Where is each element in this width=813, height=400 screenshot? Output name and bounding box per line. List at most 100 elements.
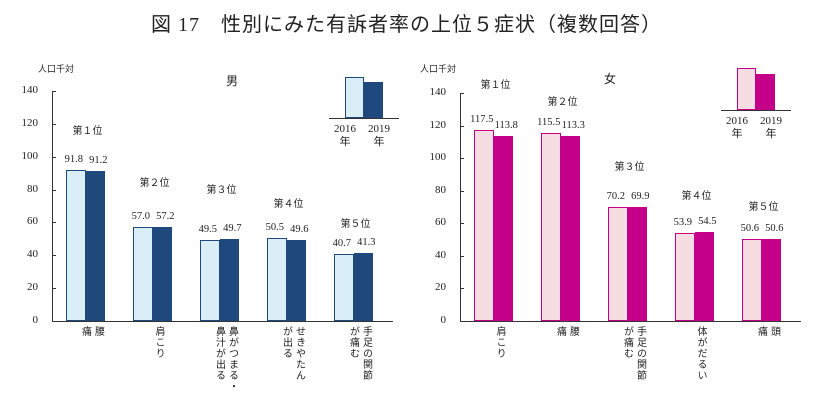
y-tick-mark — [460, 321, 464, 322]
y-tick-mark — [52, 321, 56, 322]
y-tick-label: 60 — [435, 216, 446, 229]
bar-2016 — [334, 254, 354, 321]
y-tick-mark — [52, 222, 56, 224]
category-label: 体がだるい — [695, 326, 706, 381]
y-tick-mark — [52, 123, 56, 125]
category-label: 手足の関節 が痛む — [621, 326, 646, 381]
bar-2016 — [267, 238, 287, 321]
bar-2019 — [761, 238, 781, 321]
bar-2016 — [608, 206, 628, 321]
category-label: 肩こり — [153, 326, 164, 359]
data-label: 117.5 — [470, 113, 494, 125]
bar-2019 — [694, 232, 714, 321]
data-label: 50.5 — [265, 222, 284, 234]
bar-2016 — [675, 233, 695, 321]
y-axis-unit-label: 人口千対 — [420, 64, 457, 74]
data-label: 70.2 — [606, 190, 625, 202]
bar-2019 — [85, 171, 105, 321]
data-label: 49.7 — [223, 223, 242, 235]
data-label: 49.6 — [290, 223, 309, 235]
y-tick-label: 0 — [440, 314, 447, 326]
y-tick-mark — [460, 223, 464, 225]
data-label: 91.8 — [64, 154, 83, 166]
y-tick-mark — [52, 288, 56, 290]
data-label: 50.6 — [765, 222, 784, 234]
y-tick-label: 60 — [27, 215, 38, 228]
rank-label: 第３位 — [614, 162, 645, 173]
y-tick-label: 120 — [429, 118, 447, 131]
chart-title: 男 — [226, 74, 239, 88]
legend-baseline — [329, 118, 399, 119]
data-label: 49.5 — [198, 223, 217, 235]
y-tick-label: 140 — [21, 84, 39, 96]
bar-2016 — [541, 132, 561, 321]
y-tick-mark — [52, 255, 56, 257]
x-axis — [52, 321, 393, 322]
bar-2016 — [66, 170, 86, 321]
bar-2019 — [627, 207, 647, 321]
bar-2016 — [474, 129, 494, 321]
y-tick-mark — [52, 156, 56, 158]
rank-label: 第２位 — [139, 178, 170, 189]
y-axis — [460, 93, 461, 321]
rank-label: 第４位 — [273, 199, 304, 210]
data-label: 113.8 — [494, 119, 518, 131]
y-tick-label: 20 — [27, 281, 38, 294]
y-tick-label: 80 — [435, 183, 446, 196]
y-tick-mark — [52, 189, 56, 191]
figure-title: 図 17 性別にみた有訴者率の上位５症状（複数回答） — [151, 14, 662, 36]
y-tick-mark — [52, 91, 56, 92]
bar-2016 — [133, 227, 153, 321]
legend-label-2016: 2016 年 — [726, 115, 748, 140]
y-tick-label: 0 — [32, 314, 39, 326]
chart-title: 女 — [604, 72, 617, 86]
data-label: 53.9 — [673, 217, 692, 229]
data-label: 40.7 — [332, 238, 351, 250]
bar-2019 — [219, 239, 239, 321]
category-label: 頭 痛 — [755, 326, 780, 337]
y-tick-mark — [460, 255, 464, 257]
legend-swatch-2019 — [364, 82, 383, 118]
bar-2019 — [560, 136, 580, 321]
y-tick-mark — [460, 190, 464, 192]
data-label: 69.9 — [631, 191, 650, 203]
legend-label-2019: 2019 年 — [760, 115, 782, 140]
y-axis — [52, 91, 53, 321]
bar-2016 — [200, 239, 220, 321]
category-label: 鼻がつまる・ 鼻汁が出る — [213, 326, 238, 392]
rank-label: 第３位 — [206, 185, 237, 196]
legend-swatch-2016 — [345, 77, 364, 118]
legend-baseline — [721, 110, 791, 111]
y-tick-label: 20 — [435, 281, 446, 294]
rank-label: 第５位 — [340, 219, 371, 230]
y-tick-label: 100 — [21, 149, 39, 162]
y-axis-unit-label: 人口千対 — [38, 64, 75, 74]
rank-label: 第２位 — [547, 97, 578, 108]
y-tick-label: 100 — [429, 151, 447, 164]
bar-2019 — [353, 253, 373, 321]
y-tick-label: 120 — [21, 116, 39, 129]
y-tick-mark — [460, 125, 464, 127]
rank-label: 第５位 — [748, 202, 779, 213]
legend-label-2016: 2016 年 — [334, 123, 356, 148]
data-label: 115.5 — [537, 116, 561, 128]
y-tick-mark — [460, 93, 464, 94]
data-label: 54.5 — [698, 216, 717, 228]
category-label: 肩こり — [494, 326, 505, 359]
rank-label: 第４位 — [681, 191, 712, 202]
data-label: 50.6 — [740, 222, 759, 234]
rank-label: 第１位 — [480, 80, 511, 91]
y-tick-label: 80 — [27, 182, 38, 195]
y-tick-label: 140 — [429, 86, 447, 98]
data-label: 113.3 — [561, 120, 585, 132]
category-label: 腰 痛 — [554, 326, 579, 337]
data-label: 91.2 — [89, 155, 108, 167]
legend-swatch-2019 — [756, 74, 775, 110]
bar-2016 — [742, 238, 762, 321]
x-axis — [460, 321, 801, 322]
legend-swatch-2016 — [737, 68, 756, 110]
category-label: せきやたん が出る — [280, 326, 305, 381]
bar-2019 — [152, 227, 172, 321]
category-label: 腰 痛 — [79, 326, 104, 337]
